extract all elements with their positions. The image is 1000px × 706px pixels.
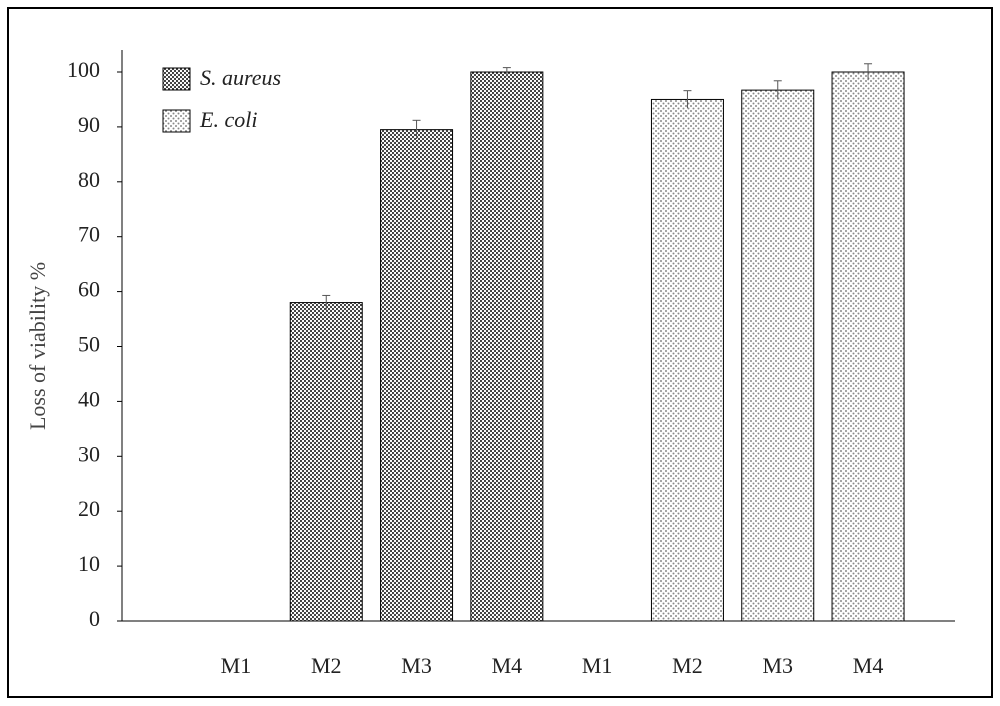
y-tick-label: 30: [78, 441, 100, 466]
x-tick-label: M1: [582, 653, 613, 678]
legend-label: S. aureus: [200, 65, 281, 90]
bar: [650, 98, 724, 622]
y-tick-label: 40: [78, 386, 100, 411]
bar: [380, 129, 454, 622]
bar: [741, 89, 815, 622]
bar: [831, 71, 905, 622]
error-bar: [683, 90, 692, 109]
y-tick-label: 20: [78, 496, 100, 521]
y-tick-label: 0: [89, 606, 100, 631]
y-tick-label: 80: [78, 167, 100, 192]
x-tick-label: M4: [492, 653, 523, 678]
legend-swatch: [162, 67, 191, 91]
frame: [7, 7, 993, 698]
y-tick-label: 10: [78, 551, 100, 576]
x-tick-label: M2: [311, 653, 342, 678]
x-tick-label: M3: [762, 653, 793, 678]
y-tick-label: 70: [78, 222, 100, 247]
bar: [470, 71, 544, 622]
x-tick-label: M2: [672, 653, 703, 678]
error-bar: [502, 67, 511, 77]
y-tick-label: 100: [67, 57, 100, 82]
bar: [289, 302, 363, 622]
x-tick-label: M3: [401, 653, 432, 678]
error-bar: [864, 63, 873, 81]
error-bar: [773, 80, 782, 100]
y-tick-label: 90: [78, 112, 100, 137]
legend-label: E. coli: [199, 107, 257, 132]
legend-swatch: [162, 109, 191, 133]
x-tick-label: M4: [853, 653, 884, 678]
error-bar: [322, 294, 331, 310]
x-tick-label: M1: [221, 653, 252, 678]
y-tick-label: 50: [78, 332, 100, 357]
y-tick-label: 60: [78, 277, 100, 302]
error-bar: [412, 119, 421, 139]
y-axis-label: Loss of viability %: [25, 262, 50, 430]
